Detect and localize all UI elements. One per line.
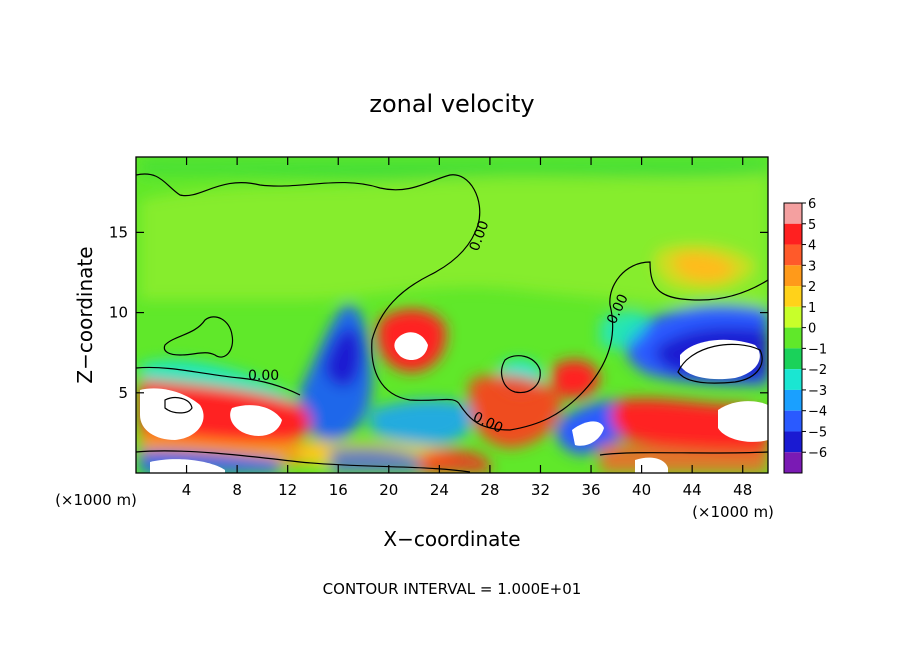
colorbar-label: 5 — [808, 218, 816, 233]
x-unit-left: (×1000 m) — [55, 491, 137, 509]
field-red-center — [469, 375, 561, 448]
x-tick-label: 24 — [430, 481, 449, 499]
x-tick-label: 8 — [232, 481, 242, 499]
colorbar-swatch — [784, 410, 802, 432]
footer-note: CONTOUR INTERVAL = 1.000E+01 — [323, 580, 582, 598]
colorbar-swatch — [784, 244, 802, 266]
contour-right-loop — [677, 343, 763, 384]
field-red-bottom — [420, 449, 490, 473]
chart-title: zonal velocity — [369, 90, 534, 118]
colorbar-swatch — [784, 431, 802, 453]
colorbar-swatch — [784, 389, 802, 411]
colorbar-label: 4 — [808, 239, 816, 254]
white-region-bottom-right — [635, 457, 668, 473]
y-tick-label: 15 — [109, 223, 128, 241]
contour-lower-right — [599, 451, 768, 456]
x-unit-right: (×1000 m) — [692, 503, 774, 521]
white-region-right-lower — [718, 401, 768, 442]
white-region-bottom-left — [150, 459, 225, 473]
x-tick-label: 4 — [182, 481, 192, 499]
colorbar-label: −4 — [808, 405, 827, 420]
white-region-center — [394, 332, 428, 361]
white-region-right-upper — [680, 339, 760, 380]
x-tick-label: 32 — [531, 481, 550, 499]
white-region-left-mid — [230, 405, 282, 436]
colorbar-swatch — [784, 452, 802, 473]
x-tick-label: 28 — [480, 481, 499, 499]
x-tick-label: 16 — [329, 481, 348, 499]
x-tick-label: 48 — [733, 481, 752, 499]
colorbar-swatch — [784, 286, 802, 307]
zero-contours — [136, 173, 768, 473]
field-upper-green — [140, 160, 768, 181]
colorbar-swatch — [784, 369, 802, 390]
plot-area — [136, 157, 768, 473]
contour-lower — [136, 450, 471, 473]
colorbar-swatch — [784, 223, 802, 245]
colorbar-swatch — [784, 306, 802, 328]
contour-upper — [136, 173, 768, 431]
colorbar-label: −6 — [808, 446, 827, 461]
colorbar-swatch — [784, 327, 802, 349]
y-axis-ticks: 5 10 15 — [109, 223, 768, 402]
colorbar-label: −3 — [808, 384, 827, 399]
colorbar-label: −1 — [808, 342, 827, 357]
y-tick-label: 10 — [109, 304, 128, 322]
colorbar-label: 2 — [808, 280, 816, 295]
x-tick-label: 40 — [632, 481, 651, 499]
colorbar-swatch — [784, 348, 802, 370]
x-tick-label: 20 — [379, 481, 398, 499]
colorbar-frame — [783, 202, 803, 474]
colorbar-swatch — [784, 203, 802, 224]
colorbar-label: −5 — [808, 425, 827, 440]
contour-left-loop — [163, 316, 234, 358]
plot-frame — [135, 156, 769, 474]
y-tick-label: 5 — [118, 384, 128, 402]
contour-left-band — [136, 366, 301, 396]
x-axis-label: X−coordinate — [383, 527, 520, 551]
colorbar-label: −2 — [808, 363, 827, 378]
x-tick-label: 12 — [278, 481, 297, 499]
x-tick-label: 44 — [683, 481, 702, 499]
field-upper-light — [140, 170, 768, 330]
field-yellow-upper-right — [654, 245, 755, 290]
colorbar-label: 1 — [808, 301, 816, 316]
y-axis-label: Z−coordinate — [73, 246, 97, 383]
white-region-mid-lower — [572, 421, 604, 446]
field-red-right-mid — [551, 359, 600, 399]
colorbar-label: 0 — [808, 322, 816, 337]
colorbar-label: 6 — [808, 197, 816, 212]
field-blue-band-mid — [370, 399, 474, 445]
x-tick-label: 36 — [581, 481, 600, 499]
field-blue-core — [325, 328, 362, 387]
contour-mid-loop — [501, 355, 541, 394]
colorbar-label: 3 — [808, 259, 816, 274]
contour-label-left: 0.00 — [248, 368, 279, 384]
contour-small-left — [164, 397, 193, 414]
colorbar-swatch — [784, 265, 802, 287]
colorbar: 6 5 4 3 2 1 0 −1 −2 −3 −4 −5 −6 — [783, 197, 827, 474]
x-axis-ticks: 4 8 12 16 20 24 28 32 36 40 44 48 — [182, 157, 752, 499]
